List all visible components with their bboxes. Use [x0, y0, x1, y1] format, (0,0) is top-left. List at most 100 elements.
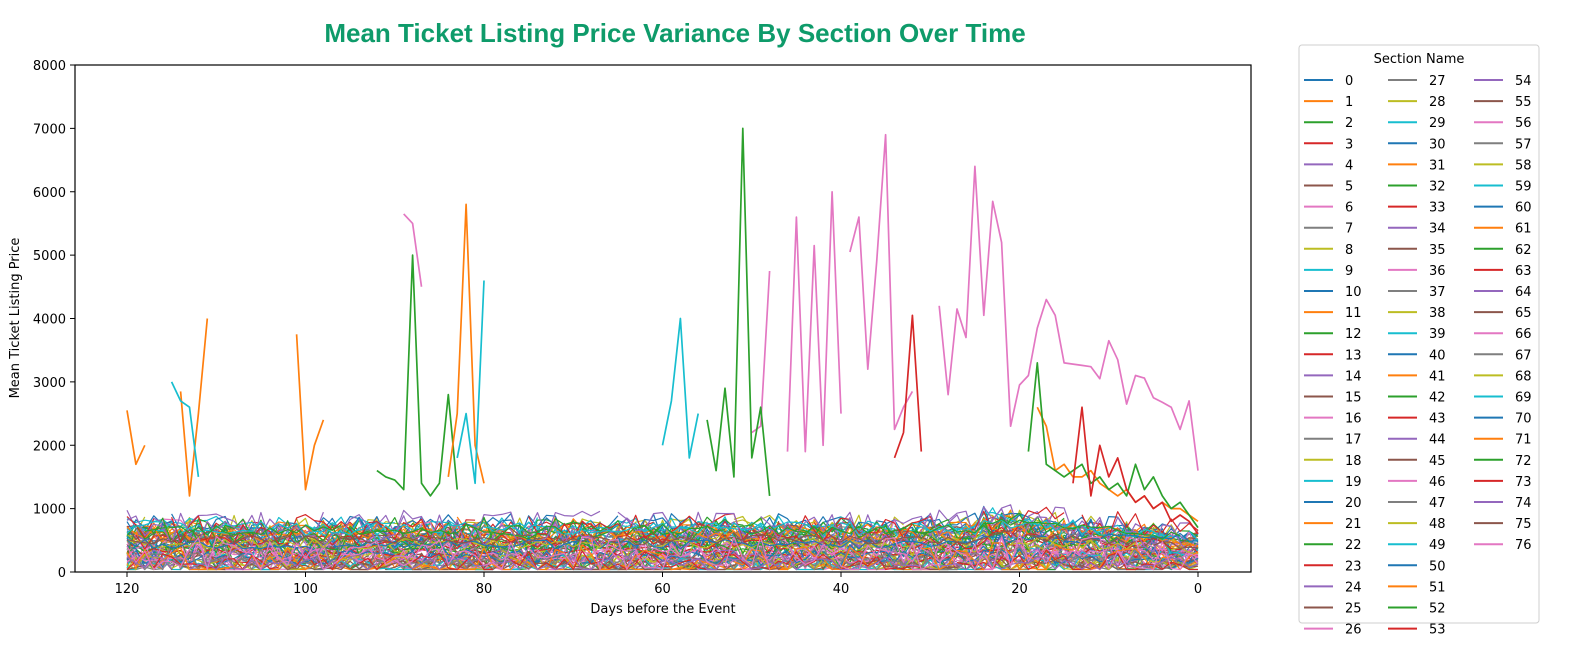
legend-label-73: 73 — [1515, 475, 1532, 490]
legend-label-5: 5 — [1345, 180, 1353, 195]
y-tick-label: 3000 — [33, 376, 66, 391]
y-axis-label: Mean Ticket Listing Price — [8, 238, 23, 399]
legend-label-63: 63 — [1515, 264, 1532, 279]
series-line-39 — [661, 317, 700, 459]
legend-label-55: 55 — [1515, 95, 1532, 110]
legend-label-16: 16 — [1345, 412, 1362, 427]
legend-label-50: 50 — [1429, 559, 1446, 574]
legend-label-65: 65 — [1515, 306, 1532, 321]
series-line-61 — [126, 518, 1199, 547]
legend-label-34: 34 — [1429, 222, 1446, 237]
series-line-42 — [126, 536, 1190, 555]
legend-title: Section Name — [1374, 52, 1465, 67]
legend-label-60: 60 — [1515, 201, 1532, 216]
legend-label-57: 57 — [1515, 137, 1532, 152]
legend-label-40: 40 — [1429, 348, 1446, 363]
series-line-12 — [376, 254, 459, 497]
legend-label-11: 11 — [1345, 306, 1362, 321]
series-line-43 — [1072, 406, 1199, 535]
legend-label-23: 23 — [1345, 559, 1362, 574]
legend-label-24: 24 — [1345, 580, 1362, 595]
y-tick-label: 8000 — [33, 59, 66, 74]
legend-label-38: 38 — [1429, 306, 1446, 321]
plot-frame — [74, 64, 1252, 573]
series-line-76 — [126, 532, 1199, 571]
legend-label-42: 42 — [1429, 391, 1446, 406]
legend-label-72: 72 — [1515, 454, 1532, 469]
series-line-22 — [1027, 362, 1199, 529]
legend-label-35: 35 — [1429, 243, 1446, 258]
legend-label-62: 62 — [1515, 243, 1532, 258]
legend-label-13: 13 — [1345, 348, 1362, 363]
series-line-6 — [403, 213, 423, 287]
legend-label-29: 29 — [1429, 116, 1446, 131]
legend-label-70: 70 — [1515, 412, 1532, 427]
legend-label-67: 67 — [1515, 348, 1532, 363]
legend-label-25: 25 — [1345, 602, 1362, 617]
legend-label-53: 53 — [1429, 623, 1446, 638]
legend-label-1: 1 — [1345, 95, 1353, 110]
legend-label-46: 46 — [1429, 475, 1446, 490]
legend-label-49: 49 — [1429, 538, 1446, 553]
legend-label-4: 4 — [1345, 158, 1353, 173]
series-line-41 — [1036, 406, 1199, 522]
legend-label-39: 39 — [1429, 327, 1446, 342]
y-tick-label: 0 — [58, 566, 66, 581]
series-line-9 — [456, 280, 485, 485]
x-axis-label: Days before the Event — [590, 602, 735, 617]
series-line-33 — [893, 314, 923, 459]
series-line-52 — [706, 127, 771, 496]
legend-label-10: 10 — [1345, 285, 1362, 300]
y-tick-label: 5000 — [33, 249, 66, 264]
legend-label-48: 48 — [1429, 517, 1446, 532]
series-line-56 — [126, 536, 1199, 571]
x-tick-label: 20 — [1011, 582, 1028, 597]
legend-label-36: 36 — [1429, 264, 1446, 279]
x-tick-label: 60 — [654, 582, 671, 597]
legend-label-71: 71 — [1515, 433, 1532, 448]
y-tick-label: 1000 — [33, 503, 66, 518]
legend-label-54: 54 — [1515, 74, 1532, 89]
legend-label-66: 66 — [1515, 327, 1532, 342]
legend-label-27: 27 — [1429, 74, 1446, 89]
legend-label-0: 0 — [1345, 74, 1353, 89]
x-tick-label: 100 — [293, 582, 318, 597]
series-line-61 — [447, 203, 485, 484]
legend-label-30: 30 — [1429, 137, 1446, 152]
series-line-73 — [126, 549, 1198, 571]
x-tick-label: 120 — [115, 582, 140, 597]
legend-label-14: 14 — [1345, 369, 1362, 384]
legend-label-43: 43 — [1429, 412, 1446, 427]
legend-label-3: 3 — [1345, 137, 1353, 152]
legend-label-26: 26 — [1345, 623, 1362, 638]
legend-label-41: 41 — [1429, 369, 1446, 384]
x-tick-label: 80 — [476, 582, 493, 597]
series-line-45 — [126, 552, 1199, 571]
series-line-54 — [126, 504, 1199, 546]
legend-label-75: 75 — [1515, 517, 1532, 532]
x-tick-label: 40 — [833, 582, 850, 597]
legend-label-52: 52 — [1429, 602, 1446, 617]
legend-label-64: 64 — [1515, 285, 1532, 300]
legend-label-44: 44 — [1429, 433, 1446, 448]
legend-label-2: 2 — [1345, 116, 1353, 131]
legend-label-74: 74 — [1515, 496, 1532, 511]
legend-label-51: 51 — [1429, 580, 1446, 595]
legend-label-68: 68 — [1515, 369, 1532, 384]
y-tick-label: 6000 — [33, 186, 66, 201]
legend-label-58: 58 — [1515, 158, 1532, 173]
legend-label-56: 56 — [1515, 116, 1532, 131]
series-line-46 — [751, 190, 842, 453]
legend-label-21: 21 — [1345, 517, 1362, 532]
series-line-75 — [126, 530, 1199, 549]
legend-label-28: 28 — [1429, 95, 1446, 110]
axis-ticks: 120 100 80 60 40 20 00100020003000400050006000… — [33, 59, 1202, 597]
legend-label-6: 6 — [1345, 201, 1353, 216]
y-tick-label: 7000 — [33, 122, 66, 137]
series-line-11 — [179, 318, 209, 497]
legend-label-32: 32 — [1429, 180, 1446, 195]
legend-label-69: 69 — [1515, 391, 1532, 406]
legend-label-76: 76 — [1515, 538, 1532, 553]
legend-label-19: 19 — [1345, 475, 1362, 490]
